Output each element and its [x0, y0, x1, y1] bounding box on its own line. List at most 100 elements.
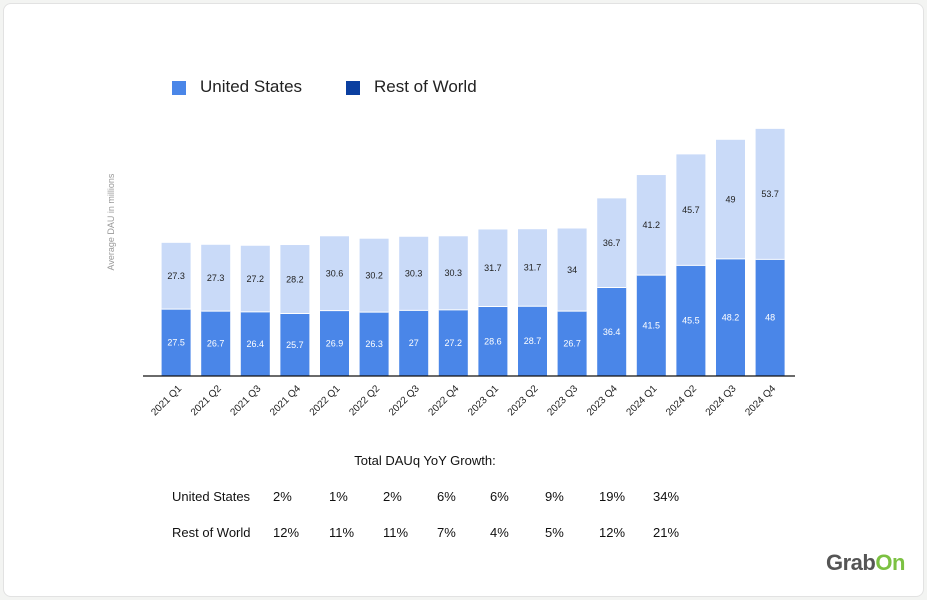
- data-label: 30.2: [365, 270, 383, 280]
- growth-value: 21%: [653, 525, 680, 540]
- bar-rest-of-world: [676, 154, 706, 266]
- x-tick-label: 2022 Q1: [308, 383, 343, 418]
- growth-value: 19%: [599, 489, 626, 504]
- bar-rest-of-world: [597, 198, 627, 288]
- data-label: 27.5: [167, 338, 185, 348]
- growth-value: 1%: [329, 489, 348, 504]
- bar-rest-of-world: [399, 236, 429, 311]
- bar-rest-of-world: [478, 229, 508, 307]
- legend-swatch-rest-of-world: [346, 81, 360, 95]
- growth-row-label: Rest of World: [172, 525, 251, 540]
- data-label: 45.7: [682, 205, 700, 215]
- bar-rest-of-world: [716, 139, 745, 259]
- x-tick-label: 2023 Q4: [585, 383, 620, 418]
- bar-united-states: [320, 310, 349, 376]
- data-label: 27: [409, 338, 419, 348]
- bar-united-states: [359, 312, 389, 376]
- x-tick-label: 2021 Q3: [229, 383, 264, 418]
- data-label: 41.5: [643, 321, 661, 331]
- stacked-bar-chart: 27.5 27.3 2021 Q1 26.7 27.3 2021 Q2 26.4 27.2 20…: [143, 128, 795, 418]
- data-label: 28.7: [524, 336, 542, 346]
- x-tick-label: 2024 Q3: [704, 383, 739, 418]
- data-label: 26.4: [247, 339, 265, 349]
- x-tick-label: 2024 Q2: [664, 383, 699, 418]
- legend-label-rest-of-world: Rest of World: [374, 77, 477, 96]
- bar-united-states: [676, 265, 706, 376]
- data-label: 27.3: [207, 273, 225, 283]
- data-label: 28.6: [484, 336, 502, 346]
- x-tick-label: 2023 Q3: [545, 383, 580, 418]
- bar-rest-of-world: [161, 242, 191, 310]
- bar-rest-of-world: [518, 229, 547, 307]
- bar-rest-of-world: [359, 238, 389, 313]
- x-tick-label: 2024 Q4: [743, 383, 778, 418]
- bar-united-states: [597, 287, 627, 376]
- data-label: 36.4: [603, 327, 621, 337]
- bar-rest-of-world: [240, 245, 270, 312]
- x-tick-label: 2022 Q4: [427, 383, 462, 418]
- bar-rest-of-world: [438, 236, 468, 310]
- bar-united-states: [755, 259, 785, 376]
- logo-part-grab: Grab: [826, 550, 876, 575]
- bar-rest-of-world: [280, 245, 310, 314]
- data-label: 31.7: [484, 263, 502, 273]
- data-label: 45.5: [682, 316, 700, 326]
- growth-value: 4%: [490, 525, 509, 540]
- growth-table-title: Total DAUq YoY Growth:: [354, 453, 496, 468]
- data-label: 53.7: [761, 189, 779, 199]
- bar-united-states: [201, 311, 231, 376]
- data-label: 27.2: [445, 338, 463, 348]
- data-label: 30.6: [326, 268, 344, 278]
- bar-united-states: [438, 309, 468, 376]
- data-label: 26.7: [563, 339, 581, 349]
- growth-value: 6%: [490, 489, 509, 504]
- data-label: 26.3: [365, 339, 383, 349]
- bar-united-states: [478, 306, 508, 376]
- bar-united-states: [716, 258, 745, 376]
- x-tick-label: 2022 Q3: [387, 383, 422, 418]
- x-tick-label: 2022 Q2: [347, 383, 382, 418]
- x-tick-label: 2021 Q2: [189, 383, 224, 418]
- growth-value: 6%: [437, 489, 456, 504]
- data-label: 31.7: [524, 263, 542, 273]
- data-label: 41.2: [643, 220, 661, 230]
- bar-united-states: [399, 310, 429, 376]
- x-tick-label: 2021 Q1: [149, 383, 184, 418]
- bar-united-states: [280, 313, 310, 376]
- growth-value: 11%: [329, 525, 355, 540]
- growth-value: 12%: [273, 525, 300, 540]
- bar-united-states: [518, 306, 547, 376]
- x-tick-label: 2023 Q2: [506, 383, 541, 418]
- x-tick-label: 2024 Q1: [625, 383, 660, 418]
- growth-value: 34%: [653, 489, 680, 504]
- growth-value: 7%: [437, 525, 456, 540]
- data-label: 30.3: [445, 268, 463, 278]
- growth-value: 5%: [545, 525, 564, 540]
- bar-united-states: [161, 309, 191, 376]
- data-label: 48: [765, 313, 775, 323]
- growth-value: 2%: [273, 489, 292, 504]
- data-label: 27.3: [167, 271, 185, 281]
- legend-swatch-united-states: [172, 81, 186, 95]
- data-label: 49: [725, 194, 735, 204]
- x-tick-label: 2021 Q4: [268, 383, 303, 418]
- data-label: 26.9: [326, 338, 344, 348]
- legend-label-united-states: United States: [200, 77, 303, 96]
- bar-rest-of-world: [636, 175, 666, 276]
- growth-value: 2%: [383, 489, 402, 504]
- x-tick-label: 2023 Q1: [466, 383, 501, 418]
- data-label: 30.3: [405, 269, 423, 279]
- grabon-logo: GrabOn: [826, 550, 905, 576]
- data-label: 28.2: [286, 274, 304, 284]
- logo-part-on: On: [875, 550, 905, 575]
- data-label: 34: [567, 265, 577, 275]
- data-label: 25.7: [286, 340, 304, 350]
- bar-rest-of-world: [320, 236, 349, 311]
- growth-row-label: United States: [172, 489, 251, 504]
- data-label: 36.7: [603, 238, 621, 248]
- data-label: 48.2: [722, 312, 740, 322]
- bar-united-states: [240, 311, 270, 376]
- bar-rest-of-world: [755, 128, 785, 260]
- growth-value: 11%: [383, 525, 409, 540]
- growth-value: 9%: [545, 489, 564, 504]
